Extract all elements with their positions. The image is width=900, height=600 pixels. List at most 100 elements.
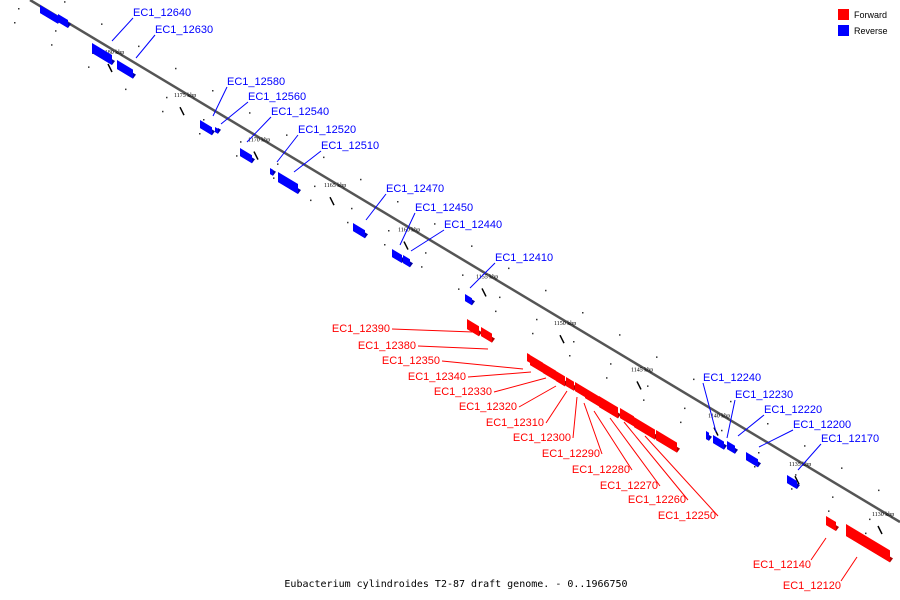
forward-gene-glyph[interactable] bbox=[467, 319, 482, 337]
tick-label: 1170 kbp bbox=[248, 138, 270, 144]
tick-label: 1160 kbp bbox=[398, 228, 420, 234]
guide-dot bbox=[656, 356, 658, 358]
guide-dot bbox=[360, 178, 362, 181]
reverse-gene-glyph[interactable] bbox=[215, 127, 221, 134]
reverse-gene-glyph[interactable] bbox=[117, 60, 136, 79]
forward-gene-glyph[interactable] bbox=[575, 382, 588, 397]
guide-dot bbox=[536, 318, 538, 321]
guide-dot bbox=[878, 489, 880, 492]
reverse-gene-glyph[interactable] bbox=[40, 5, 61, 24]
leader-line bbox=[493, 377, 547, 393]
forward-gene-glyph[interactable] bbox=[656, 430, 680, 453]
gene-label[interactable]: EC1_12240 bbox=[703, 372, 761, 384]
guide-dot bbox=[573, 341, 575, 343]
chromosome-backbone bbox=[29, 0, 900, 524]
guide-dot bbox=[865, 532, 867, 535]
gene-label[interactable]: EC1_12440 bbox=[444, 219, 502, 231]
gene-label[interactable]: EC1_12580 bbox=[227, 76, 285, 88]
guide-dot bbox=[754, 466, 756, 468]
gene-label[interactable]: EC1_12510 bbox=[321, 140, 379, 152]
reverse-gene-glyph[interactable] bbox=[706, 431, 712, 441]
legend-forward-swatch bbox=[838, 9, 849, 20]
tick-label: 1145 kbp bbox=[631, 367, 653, 373]
guide-dot bbox=[795, 474, 797, 476]
gene-label[interactable]: EC1_12410 bbox=[495, 252, 553, 264]
forward-gene-glyph[interactable] bbox=[634, 417, 658, 440]
forward-gene-glyph[interactable] bbox=[599, 396, 621, 419]
gene-label[interactable]: EC1_12260 bbox=[628, 494, 686, 506]
guide-dot bbox=[582, 312, 584, 314]
forward-gene-glyph[interactable] bbox=[481, 327, 495, 343]
gene-label[interactable]: EC1_12170 bbox=[821, 433, 879, 445]
reverse-gene-glyph[interactable] bbox=[403, 255, 413, 268]
reverse-gene-glyph[interactable] bbox=[240, 148, 255, 164]
gene-label[interactable]: EC1_12140 bbox=[753, 559, 811, 571]
forward-gene-glyph[interactable] bbox=[620, 408, 637, 427]
leader-line bbox=[467, 371, 532, 378]
gene-label[interactable]: EC1_12540 bbox=[271, 106, 329, 118]
gene-label[interactable]: EC1_12520 bbox=[298, 124, 356, 136]
forward-gene-glyph[interactable] bbox=[826, 516, 839, 531]
reverse-gene-glyph[interactable] bbox=[58, 14, 71, 28]
guide-dot bbox=[347, 221, 349, 224]
gene-label[interactable]: EC1_12290 bbox=[542, 448, 600, 460]
reverse-gene-glyph[interactable] bbox=[92, 43, 115, 65]
gene-label[interactable]: EC1_12450 bbox=[415, 202, 473, 214]
forward-gene-glyph[interactable] bbox=[585, 388, 602, 407]
forward-gene-glyph[interactable] bbox=[530, 355, 546, 373]
gene-label[interactable]: EC1_12470 bbox=[386, 183, 444, 195]
guide-dot bbox=[471, 245, 473, 247]
reverse-gene-glyph[interactable] bbox=[270, 168, 276, 176]
guide-dot bbox=[286, 134, 288, 136]
gene-label[interactable]: EC1_12220 bbox=[764, 404, 822, 416]
guide-dot bbox=[14, 22, 16, 24]
reverse-gene-glyph[interactable] bbox=[727, 441, 738, 454]
gene-label[interactable]: EC1_12630 bbox=[155, 24, 213, 36]
gene-label[interactable]: EC1_12250 bbox=[658, 510, 716, 522]
leader-line bbox=[111, 17, 134, 42]
reverse-gene-glyph[interactable] bbox=[278, 172, 301, 194]
reverse-gene-glyph[interactable] bbox=[787, 475, 800, 489]
forward-gene-glyph[interactable] bbox=[566, 377, 577, 391]
gene-label[interactable]: EC1_12390 bbox=[332, 323, 390, 335]
gene-label[interactable]: EC1_12310 bbox=[486, 417, 544, 429]
gene-label[interactable]: EC1_12350 bbox=[382, 355, 440, 367]
label-leader-lines bbox=[111, 17, 858, 582]
map-caption: Eubacterium cylindroides T2-87 draft gen… bbox=[284, 579, 627, 590]
leader-line bbox=[797, 443, 822, 471]
tick-label: 1135 kbp bbox=[789, 462, 811, 468]
guide-dot bbox=[610, 363, 612, 365]
forward-gene-glyph[interactable] bbox=[543, 363, 559, 381]
guide-dot bbox=[499, 296, 501, 299]
guide-dot bbox=[508, 267, 510, 270]
gene-label[interactable]: EC1_12380 bbox=[358, 340, 416, 352]
gene-label[interactable]: EC1_12330 bbox=[434, 386, 492, 398]
reverse-gene-glyph[interactable] bbox=[713, 435, 727, 450]
gene-label[interactable]: EC1_12640 bbox=[133, 7, 191, 19]
leader-line bbox=[469, 262, 496, 289]
leader-line bbox=[593, 410, 633, 471]
reverse-gene-glyph[interactable] bbox=[465, 294, 475, 306]
guide-dot bbox=[199, 133, 201, 135]
gene-label[interactable]: EC1_12120 bbox=[783, 580, 841, 592]
gene-label[interactable]: EC1_12560 bbox=[248, 91, 306, 103]
gene-label[interactable]: EC1_12340 bbox=[408, 371, 466, 383]
guide-dot bbox=[462, 274, 464, 276]
gene-label[interactable]: EC1_12300 bbox=[513, 432, 571, 444]
guide-dot bbox=[767, 423, 769, 425]
leader-line bbox=[623, 421, 689, 501]
forward-gene-glyph[interactable] bbox=[846, 524, 893, 563]
forward-gene-glyph[interactable] bbox=[556, 371, 568, 387]
gene-label[interactable]: EC1_12230 bbox=[735, 389, 793, 401]
reverse-gene-glyph[interactable] bbox=[353, 223, 368, 239]
reverse-gene-glyph[interactable] bbox=[746, 452, 761, 468]
gene-label[interactable]: EC1_12200 bbox=[793, 419, 851, 431]
reverse-gene-glyph[interactable] bbox=[200, 120, 215, 136]
guide-dot bbox=[841, 467, 843, 469]
gene-label[interactable]: EC1_12320 bbox=[459, 401, 517, 413]
gene-label[interactable]: EC1_12270 bbox=[600, 480, 658, 492]
leader-line bbox=[399, 212, 416, 246]
reverse-gene-glyph[interactable] bbox=[392, 249, 405, 263]
gene-label[interactable]: EC1_12280 bbox=[572, 464, 630, 476]
